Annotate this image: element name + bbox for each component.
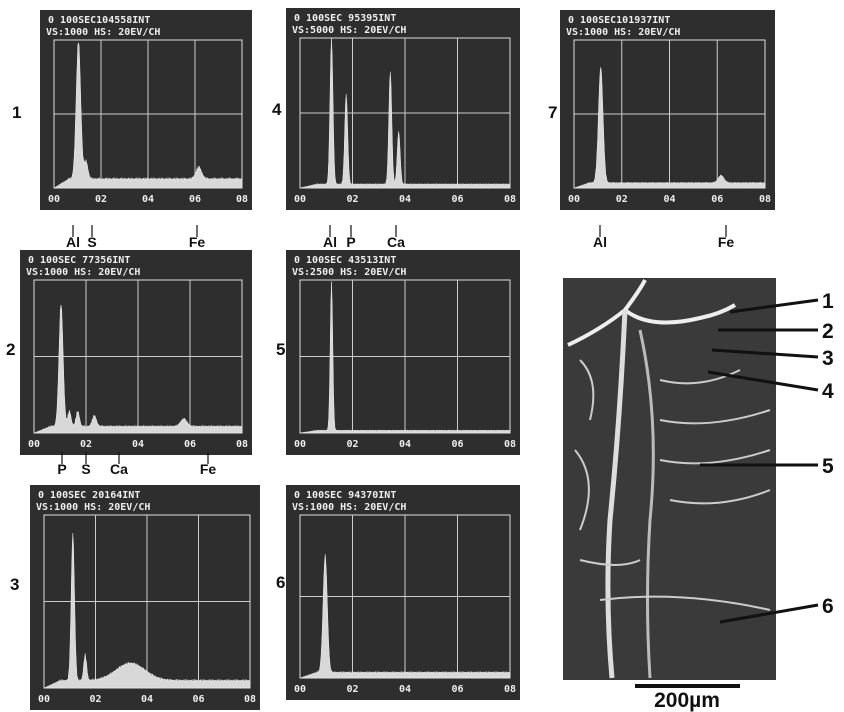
element-label: Al bbox=[323, 234, 337, 250]
axis-label: 06 bbox=[192, 694, 204, 705]
panel-number: 1 bbox=[12, 103, 21, 122]
axis-label: 00 bbox=[48, 194, 60, 205]
header: 0 100SEC101937INT bbox=[568, 15, 670, 26]
axis-label: 00 bbox=[568, 194, 580, 205]
scale-bar-label: 200µm bbox=[654, 689, 720, 712]
axis-label: 04 bbox=[132, 439, 144, 450]
screen bbox=[286, 250, 520, 455]
element-label: Ca bbox=[387, 234, 405, 250]
micrograph-label: 6 bbox=[822, 595, 834, 618]
header: 0 100SEC104558INT bbox=[48, 15, 150, 26]
axis-label: 08 bbox=[504, 684, 516, 695]
panel-number: 5 bbox=[276, 340, 285, 359]
micrograph-label: 4 bbox=[822, 380, 834, 403]
header: 0 100SEC 94370INT bbox=[294, 490, 396, 501]
element-label: Ca bbox=[110, 461, 128, 477]
panel-number: 2 bbox=[6, 340, 15, 359]
axis-label: 06 bbox=[451, 194, 463, 205]
axis-label: 06 bbox=[711, 194, 723, 205]
element-label: S bbox=[87, 234, 96, 250]
axis-label: 02 bbox=[89, 694, 101, 705]
axis-label: 06 bbox=[451, 439, 463, 450]
micrograph bbox=[563, 278, 776, 680]
axis-label: 00 bbox=[294, 439, 306, 450]
spectrum bbox=[573, 67, 766, 189]
settings: VS:1000 HS: 20EV/CH bbox=[36, 502, 150, 513]
axis-label: 04 bbox=[399, 194, 411, 205]
axis-label: 04 bbox=[663, 194, 675, 205]
micrograph-label: 2 bbox=[822, 320, 834, 343]
micrograph-label: 1 bbox=[822, 290, 834, 313]
spectrum bbox=[33, 304, 243, 434]
axis-label: 00 bbox=[294, 684, 306, 695]
axis-label: 02 bbox=[80, 439, 92, 450]
axis-label: 02 bbox=[95, 194, 107, 205]
panel-number: 6 bbox=[276, 573, 285, 592]
axis-label: 04 bbox=[141, 694, 153, 705]
element-label: Fe bbox=[718, 234, 735, 250]
element-label: Fe bbox=[200, 461, 217, 477]
pointer-line bbox=[707, 370, 819, 392]
axis-label: 00 bbox=[38, 694, 50, 705]
axis-label: 00 bbox=[294, 194, 306, 205]
settings: VS:5000 HS: 20EV/CH bbox=[292, 25, 406, 36]
axis-label: 06 bbox=[451, 684, 463, 695]
axis-label: 08 bbox=[244, 694, 256, 705]
element-label: Al bbox=[593, 234, 607, 250]
screen bbox=[286, 8, 520, 210]
settings: VS:1000 HS: 20EV/CH bbox=[566, 27, 680, 38]
scale-bar bbox=[635, 684, 740, 688]
settings: VS:1000 HS: 20EV/CH bbox=[46, 27, 160, 38]
header: 0 100SEC 77356INT bbox=[28, 255, 130, 266]
header: 0 100SEC 95395INT bbox=[294, 13, 396, 24]
axis-label: 02 bbox=[616, 194, 628, 205]
axis-label: 00 bbox=[28, 439, 40, 450]
axis-label: 08 bbox=[504, 439, 516, 450]
axis-label: 06 bbox=[189, 194, 201, 205]
element-label: S bbox=[81, 461, 90, 477]
settings: VS:2500 HS: 20EV/CH bbox=[292, 267, 406, 278]
axis-label: 04 bbox=[399, 439, 411, 450]
axis-label: 02 bbox=[346, 684, 358, 695]
axis-label: 06 bbox=[184, 439, 196, 450]
axis-label: 08 bbox=[236, 439, 248, 450]
axis-label: 08 bbox=[759, 194, 771, 205]
axis-label: 02 bbox=[346, 439, 358, 450]
spectrum bbox=[299, 554, 511, 679]
header: 0 100SEC 20164INT bbox=[38, 490, 140, 501]
element-label: Al bbox=[66, 234, 80, 250]
axis-label: 02 bbox=[346, 194, 358, 205]
panel-number: 7 bbox=[548, 103, 557, 122]
settings: VS:1000 HS: 20EV/CH bbox=[26, 267, 140, 278]
spectrum bbox=[53, 42, 243, 189]
axis-label: 04 bbox=[142, 194, 154, 205]
panel-number: 3 bbox=[10, 575, 19, 594]
axis-label: 04 bbox=[399, 684, 411, 695]
pointer-line bbox=[711, 348, 819, 359]
settings: VS:1000 HS: 20EV/CH bbox=[292, 502, 406, 513]
micrograph-label: 3 bbox=[822, 347, 834, 370]
element-label: P bbox=[346, 234, 355, 250]
element-label: Fe bbox=[189, 234, 206, 250]
pointer-line bbox=[719, 603, 819, 624]
spectrum bbox=[43, 533, 251, 689]
spectrum bbox=[299, 38, 511, 189]
element-label: P bbox=[57, 461, 66, 477]
axis-label: 08 bbox=[504, 194, 516, 205]
axis-label: 08 bbox=[236, 194, 248, 205]
spectrum bbox=[299, 281, 511, 434]
header: 0 100SEC 43513INT bbox=[294, 255, 396, 266]
pointer-line bbox=[729, 298, 819, 314]
micrograph-label: 5 bbox=[822, 455, 834, 478]
panel-number: 4 bbox=[272, 100, 282, 119]
